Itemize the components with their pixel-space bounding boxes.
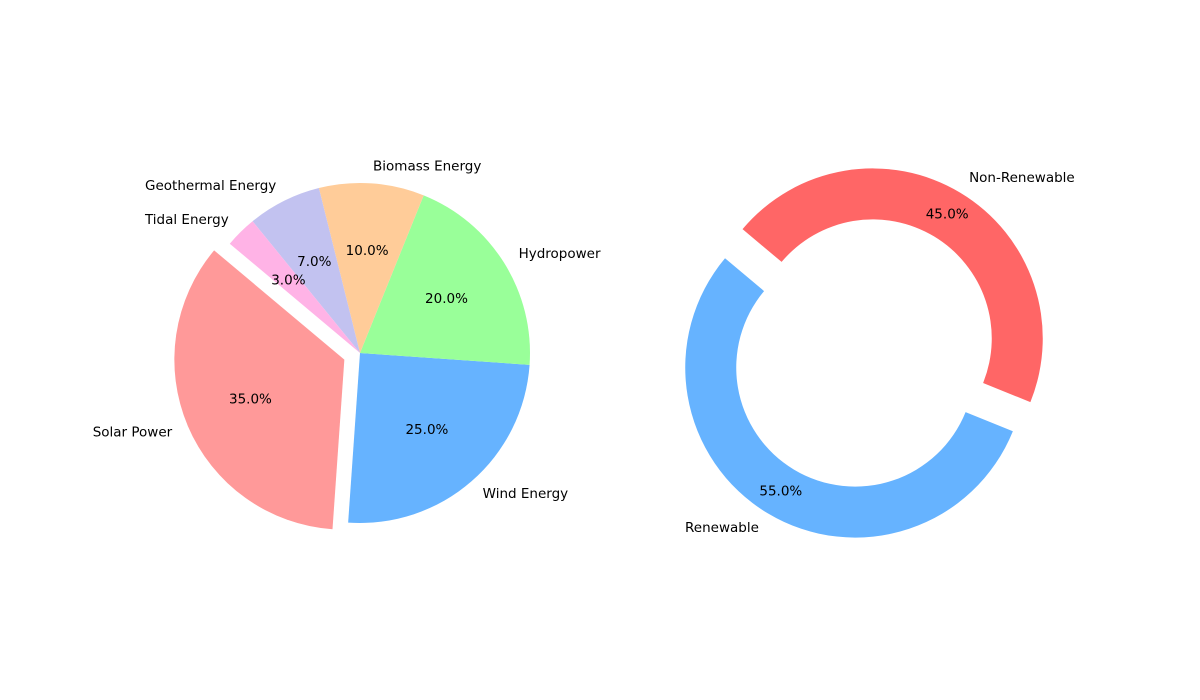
pct-label-wind-energy: 25.0%: [405, 422, 448, 438]
slice-label-biomass-energy: Biomass Energy: [373, 158, 481, 174]
slice-solar-power: [174, 250, 345, 530]
slice-hydropower: [360, 195, 530, 365]
slice-renewable: [685, 258, 1013, 538]
energy-sources-pie-chart: Solar Power 35.0% Wind Energy 25.0% Hydropow…: [93, 158, 601, 530]
renewable-share-donut-chart: Renewable 55.0% Non-Renewable 45.0%: [685, 168, 1075, 538]
slice-label-wind-energy: Wind Energy: [483, 486, 568, 502]
slice-label-non-renewable: Non-Renewable: [969, 170, 1075, 186]
slice-geothermal-energy: [252, 188, 360, 353]
slice-label-geothermal-energy: Geothermal Energy: [145, 178, 276, 194]
pct-label-solar-power: 35.0%: [229, 391, 272, 407]
pct-label-geothermal-energy: 7.0%: [297, 254, 331, 270]
slice-label-hydropower: Hydropower: [519, 246, 601, 262]
pct-label-hydropower: 20.0%: [425, 291, 468, 307]
slice-label-solar-power: Solar Power: [93, 425, 173, 441]
pct-label-tidal-energy: 3.0%: [271, 272, 305, 288]
pct-label-non-renewable: 45.0%: [926, 207, 969, 223]
pct-label-renewable: 55.0%: [759, 483, 802, 499]
slice-wind-energy: [348, 353, 530, 523]
slice-label-renewable: Renewable: [685, 520, 759, 536]
slice-tidal-energy: [229, 221, 360, 353]
pct-label-biomass-energy: 10.0%: [346, 243, 389, 259]
slice-label-tidal-energy: Tidal Energy: [144, 212, 229, 228]
slice-non-renewable: [742, 168, 1043, 403]
slice-biomass-energy: [318, 183, 424, 353]
